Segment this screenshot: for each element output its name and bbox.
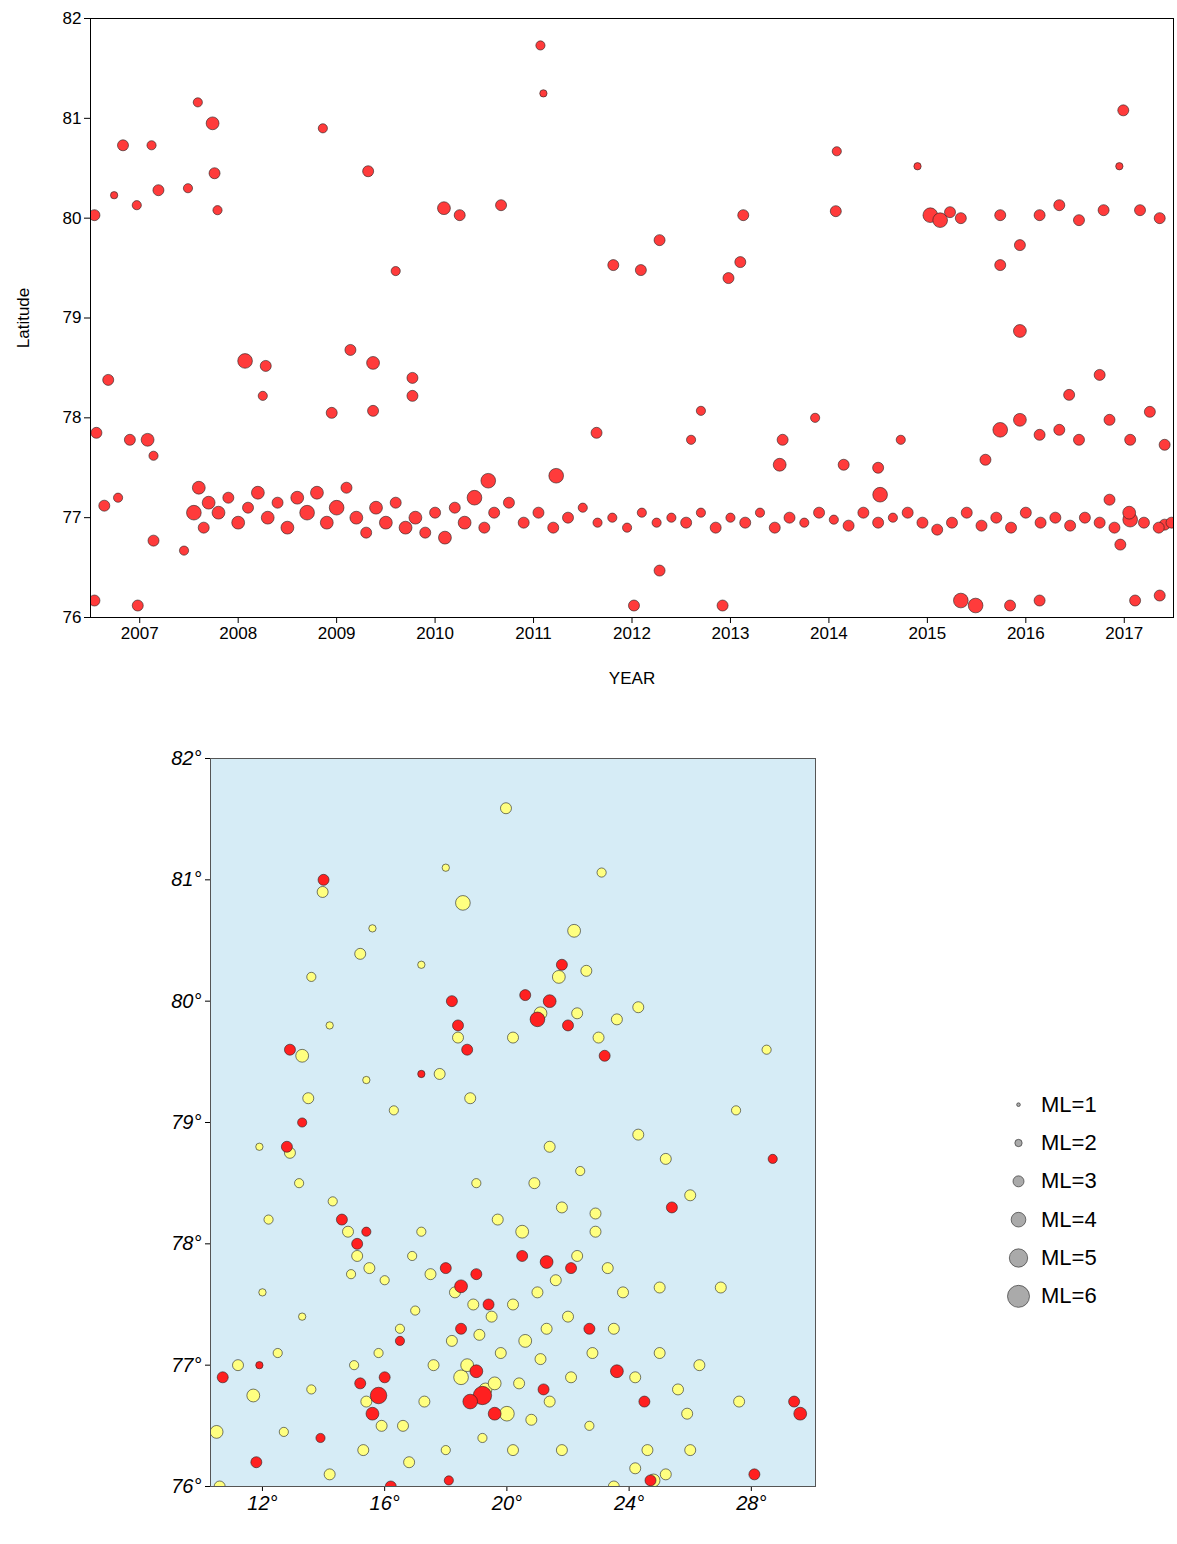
svg-text:2007: 2007 [121, 624, 159, 643]
svg-text:24°: 24° [613, 1492, 644, 1514]
svg-text:82: 82 [63, 9, 82, 28]
svg-text:2008: 2008 [219, 624, 257, 643]
svg-text:81°: 81° [171, 868, 201, 890]
svg-text:ML=3: ML=3 [1041, 1168, 1097, 1193]
svg-text:ML=1: ML=1 [1041, 1092, 1097, 1117]
svg-text:ML=6: ML=6 [1041, 1283, 1097, 1308]
svg-text:ML=4: ML=4 [1041, 1207, 1097, 1232]
svg-text:ML=5: ML=5 [1041, 1245, 1097, 1270]
svg-text:2009: 2009 [318, 624, 356, 643]
svg-text:78: 78 [63, 408, 82, 427]
svg-text:16°: 16° [370, 1492, 400, 1514]
svg-text:2013: 2013 [712, 624, 750, 643]
svg-text:79: 79 [63, 308, 82, 327]
svg-text:80: 80 [63, 209, 82, 228]
svg-text:Latitude: Latitude [14, 288, 33, 349]
svg-text:20°: 20° [491, 1492, 522, 1514]
svg-text:2010: 2010 [416, 624, 454, 643]
svg-text:2014: 2014 [810, 624, 848, 643]
svg-text:79°: 79° [171, 1111, 201, 1133]
svg-text:81: 81 [63, 109, 82, 128]
svg-text:12°: 12° [247, 1492, 277, 1514]
svg-text:2016: 2016 [1007, 624, 1045, 643]
svg-text:2015: 2015 [908, 624, 946, 643]
svg-text:2012: 2012 [613, 624, 651, 643]
svg-text:77°: 77° [171, 1354, 201, 1376]
svg-text:80°: 80° [171, 990, 201, 1012]
svg-text:77: 77 [63, 508, 82, 527]
svg-text:82°: 82° [171, 747, 201, 769]
svg-text:YEAR: YEAR [609, 669, 655, 688]
svg-text:28°: 28° [735, 1492, 766, 1514]
svg-text:2017: 2017 [1105, 624, 1143, 643]
svg-text:76: 76 [63, 608, 82, 627]
svg-text:2011: 2011 [515, 624, 552, 643]
svg-text:78°: 78° [171, 1232, 201, 1254]
svg-text:ML=2: ML=2 [1041, 1130, 1097, 1155]
svg-text:76°: 76° [171, 1475, 201, 1497]
